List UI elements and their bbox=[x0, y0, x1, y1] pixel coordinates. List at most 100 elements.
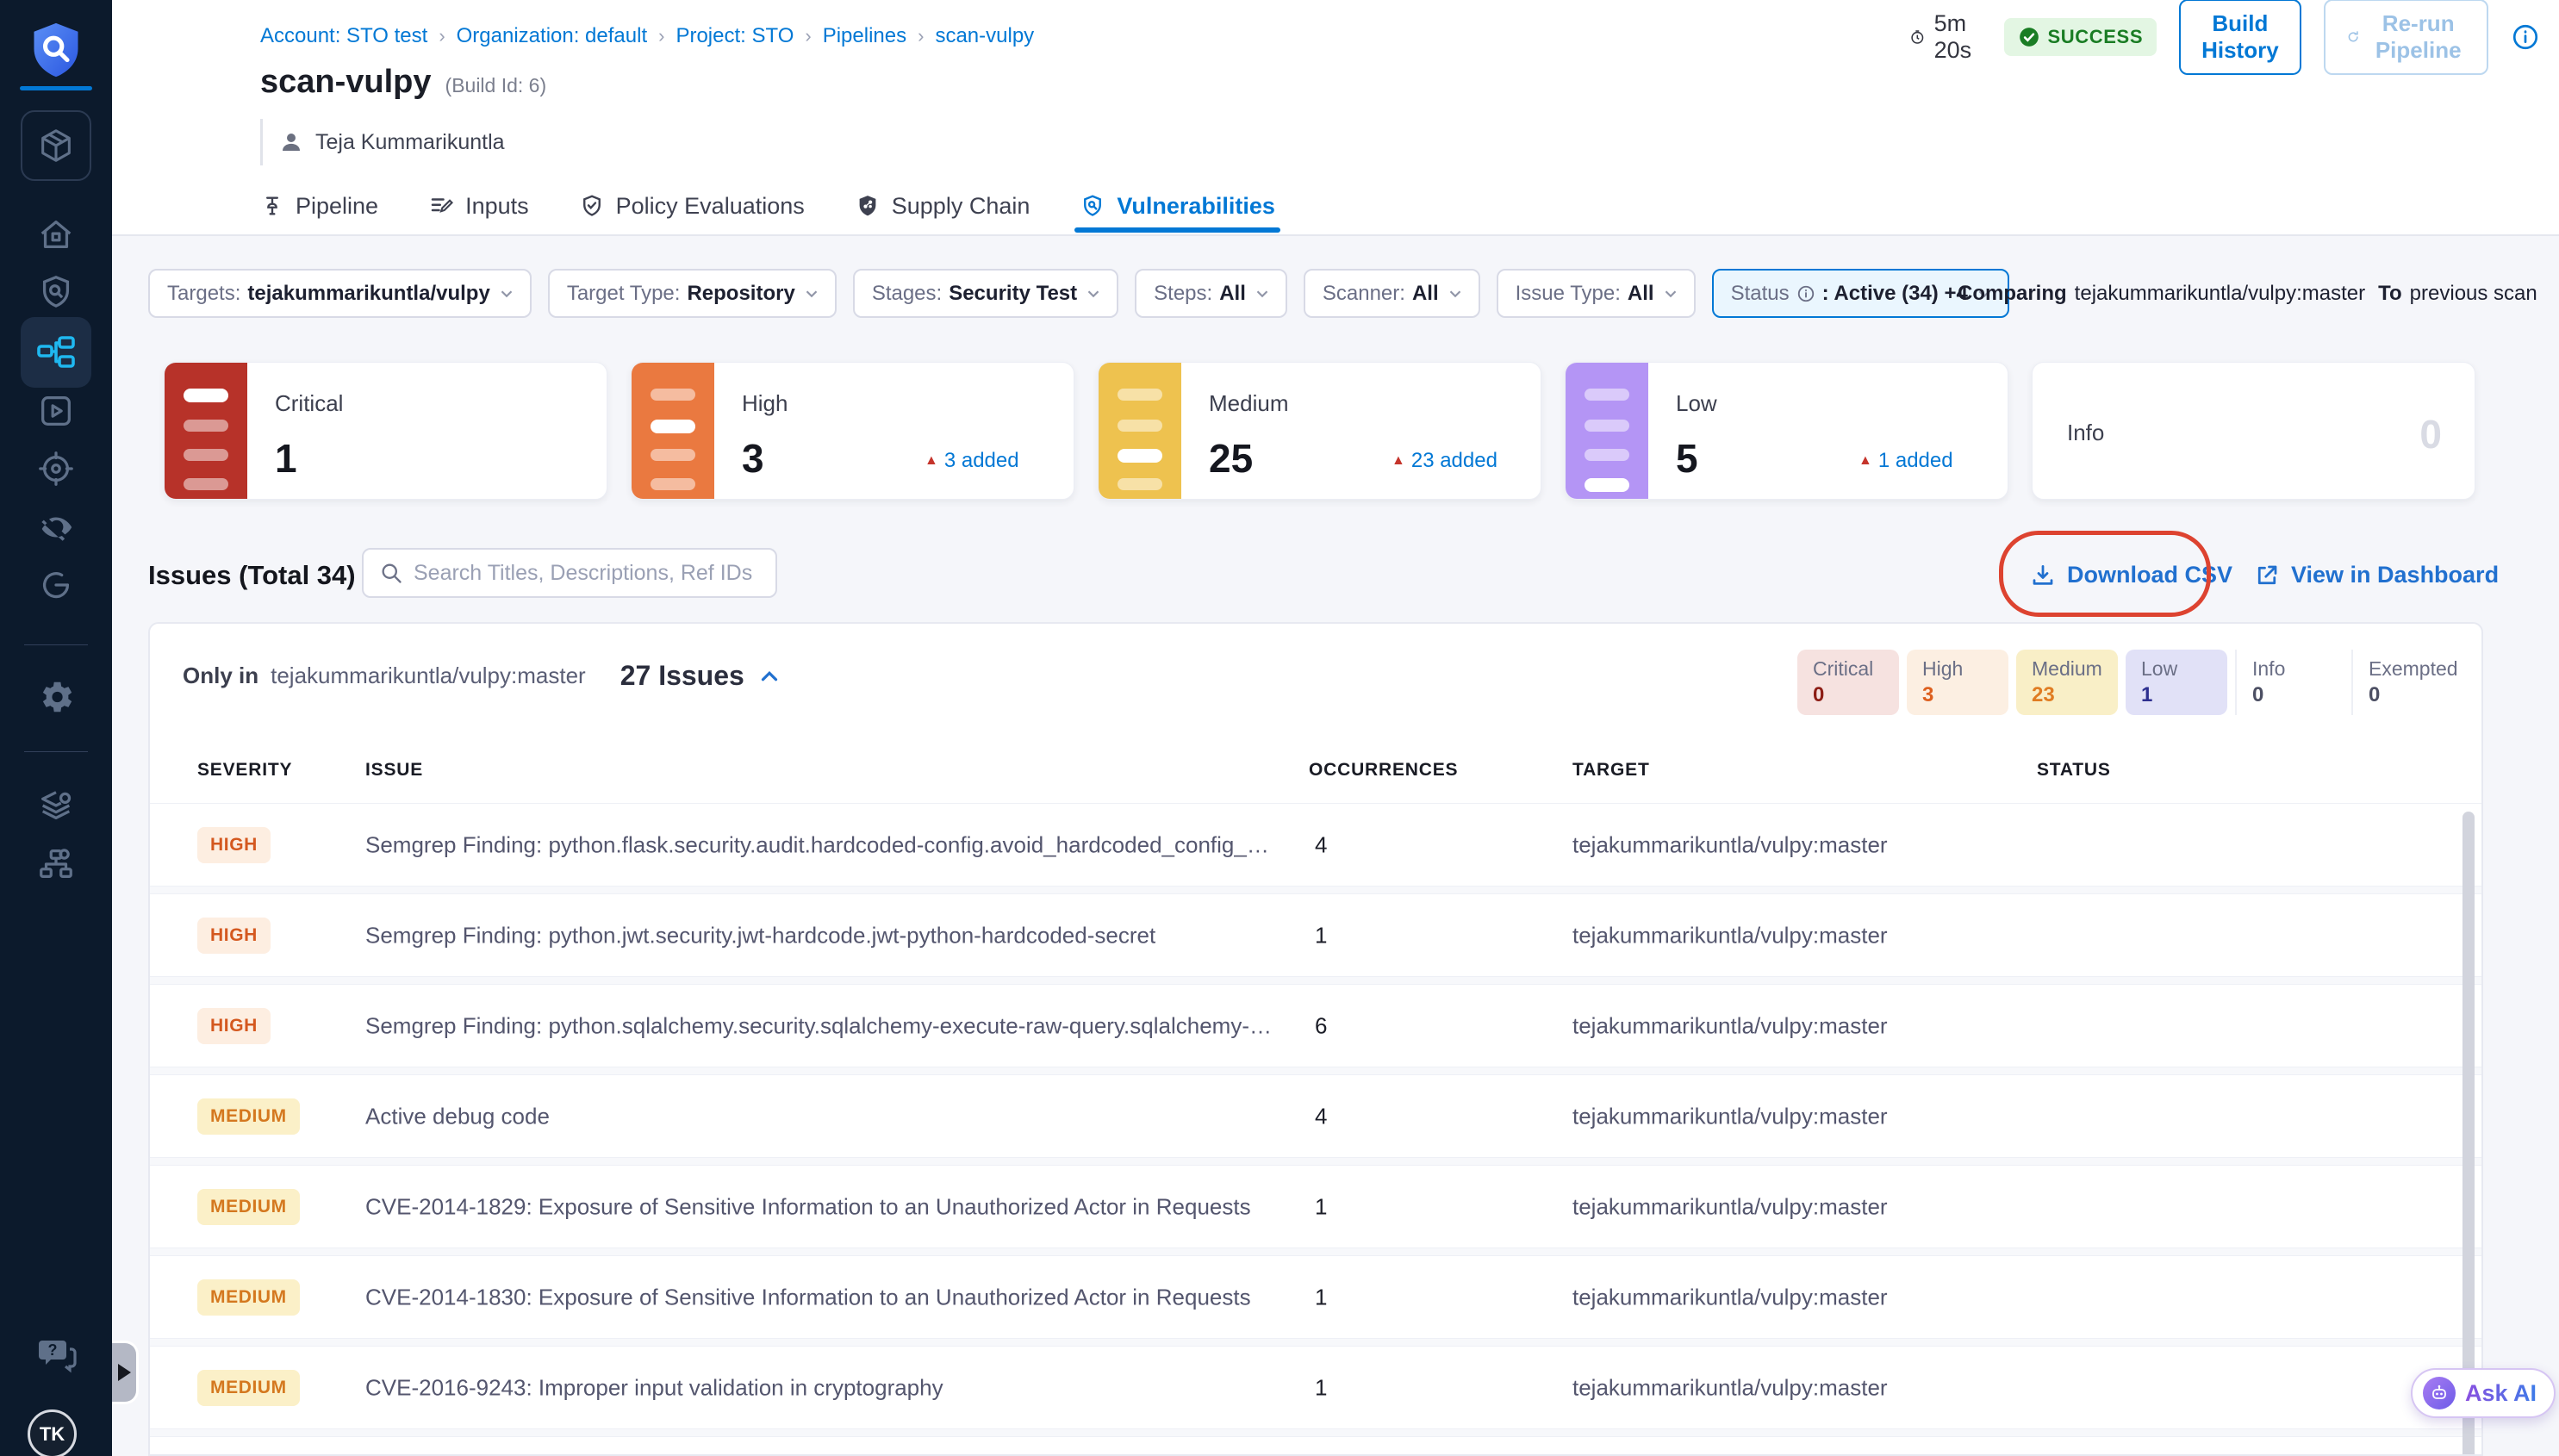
table-row[interactable]: HIGH Semgrep Finding: python.sqlalchemy.… bbox=[150, 984, 2481, 1067]
svg-text:?: ? bbox=[48, 1341, 58, 1359]
card-label: High bbox=[742, 390, 788, 417]
severity-badge: MEDIUM bbox=[197, 1098, 300, 1135]
severity-badge: HIGH bbox=[197, 1008, 271, 1044]
pipeline-tab-icon bbox=[260, 193, 284, 219]
sidebar-item-pipelines-active[interactable] bbox=[21, 317, 91, 388]
sidebar-item-exemptions[interactable] bbox=[36, 507, 76, 547]
build-history-button[interactable]: Build History bbox=[2179, 0, 2301, 75]
info-circle-icon bbox=[2511, 22, 2540, 52]
card-critical[interactable]: Critical 1 bbox=[164, 362, 607, 500]
breadcrumb-separator: › bbox=[439, 25, 445, 47]
network-settings-icon bbox=[36, 844, 76, 884]
check-circle-icon bbox=[2018, 26, 2040, 48]
tab-pipeline[interactable]: Pipeline bbox=[260, 193, 378, 220]
rerun-pipeline-button[interactable]: Re-run Pipeline bbox=[2324, 0, 2489, 75]
sidebar-item-executions[interactable] bbox=[36, 391, 76, 431]
table-scrollbar[interactable] bbox=[2462, 812, 2475, 1456]
sidebar-item-home[interactable] bbox=[36, 215, 76, 255]
issues-total-title: Issues (Total 34) bbox=[148, 560, 356, 591]
severity-badge: HIGH bbox=[197, 827, 271, 863]
occurrences: 1 bbox=[1315, 922, 1327, 949]
module-switcher-button[interactable] bbox=[21, 110, 91, 181]
card-info[interactable]: Info 0 bbox=[2032, 362, 2475, 500]
chevron-down-icon bbox=[1661, 284, 1680, 303]
filter-stages[interactable]: Stages:Security Test bbox=[853, 269, 1118, 318]
breadcrumb-account[interactable]: Account: STO test bbox=[260, 24, 427, 48]
home-icon bbox=[36, 215, 76, 255]
sidebar-expand-handle[interactable] bbox=[112, 1341, 139, 1404]
row-target: tejakummarikuntla/vulpy:master bbox=[1572, 1374, 1888, 1401]
filter-scanner[interactable]: Scanner:All bbox=[1304, 269, 1480, 318]
breadcrumb-pipelines[interactable]: Pipelines bbox=[823, 24, 906, 48]
chevron-down-icon bbox=[1446, 284, 1465, 303]
sidebar-item-help[interactable]: ? bbox=[35, 1334, 77, 1375]
card-count: 5 bbox=[1676, 435, 1698, 482]
issues-search[interactable] bbox=[362, 548, 777, 598]
user-name: Teja Kummarikuntla bbox=[315, 130, 505, 155]
table-row-partial[interactable]: MEDIUM CVE-2017-11424: PyJWT... 1 tejaku… bbox=[150, 1436, 2481, 1456]
sidebar-item-environments[interactable] bbox=[36, 786, 76, 825]
ask-ai-button[interactable]: Ask AI bbox=[2411, 1368, 2556, 1418]
execution-duration: 5m 20s bbox=[1909, 10, 1982, 64]
tab-vulnerabilities[interactable]: Vulnerabilities bbox=[1080, 193, 1275, 220]
sidebar-item-test-targets[interactable] bbox=[36, 272, 76, 312]
triangle-up-icon: ▲ bbox=[1392, 453, 1405, 469]
severity-chip-summary: Critical0 High3 Medium23 Low1 Info0 Exem… bbox=[1797, 650, 2474, 715]
severity-badge: MEDIUM bbox=[197, 1370, 300, 1406]
breadcrumb-project[interactable]: Project: STO bbox=[676, 24, 794, 48]
sidebar-item-delegates[interactable] bbox=[36, 844, 76, 884]
added-indicator: ▲3 added bbox=[925, 449, 1019, 473]
breadcrumb-current[interactable]: scan-vulpy bbox=[935, 24, 1034, 48]
filter-bar: Targets:tejakummarikuntla/vulpy Target T… bbox=[148, 269, 2009, 318]
eye-off-icon bbox=[36, 507, 76, 547]
header-actions: 5m 20s SUCCESS Build History Re-run Pipe… bbox=[1909, 14, 2559, 60]
table-row[interactable]: HIGH Semgrep Finding: python.jwt.securit… bbox=[150, 893, 2481, 977]
info-button[interactable] bbox=[2511, 22, 2540, 52]
sidebar-item-targets-baseline[interactable] bbox=[36, 449, 76, 488]
cube-icon bbox=[36, 126, 76, 165]
card-high[interactable]: High 3 ▲3 added bbox=[631, 362, 1074, 500]
issue-title: Semgrep Finding: python.sqlalchemy.secur… bbox=[365, 1012, 1279, 1039]
filter-targets[interactable]: Targets:tejakummarikuntla/vulpy bbox=[148, 269, 532, 318]
view-in-dashboard-button[interactable]: View in Dashboard bbox=[2254, 562, 2499, 588]
shield-nodes-icon bbox=[855, 193, 881, 219]
breadcrumb-separator: › bbox=[658, 25, 664, 47]
sidebar-item-settings[interactable] bbox=[36, 677, 76, 717]
avatar-initials: TK bbox=[40, 1423, 65, 1446]
row-target: tejakummarikuntla/vulpy:master bbox=[1572, 1284, 1888, 1310]
user-avatar[interactable]: TK bbox=[28, 1409, 77, 1456]
table-row[interactable]: MEDIUM CVE-2014-1830: Exposure of Sensit… bbox=[150, 1255, 2481, 1339]
sto-shield-logo-icon bbox=[27, 19, 85, 81]
breadcrumb-separator: › bbox=[805, 25, 811, 47]
issues-group-header[interactable]: Only in tejakummarikuntla/vulpy:master 2… bbox=[183, 660, 782, 692]
tab-supply-chain[interactable]: Supply Chain bbox=[855, 193, 1030, 220]
group-target: tejakummarikuntla/vulpy:master bbox=[271, 663, 586, 689]
card-low[interactable]: Low 5 ▲1 added bbox=[1565, 362, 2008, 500]
triangle-up-icon: ▲ bbox=[925, 453, 938, 469]
card-label: Low bbox=[1676, 390, 1717, 417]
triggered-by-user: Teja Kummarikuntla bbox=[260, 119, 505, 165]
chip-info: Info0 bbox=[2235, 650, 2344, 715]
col-status: STATUS bbox=[2037, 760, 2111, 781]
breadcrumb-org[interactable]: Organization: default bbox=[457, 24, 647, 48]
severity-gauge-icon bbox=[1566, 363, 1648, 499]
row-target: tejakummarikuntla/vulpy:master bbox=[1572, 922, 1888, 949]
tab-inputs[interactable]: Inputs bbox=[428, 193, 529, 220]
chevron-up-icon[interactable] bbox=[756, 663, 782, 689]
severity-badge: MEDIUM bbox=[197, 1189, 300, 1225]
table-row[interactable]: MEDIUM CVE-2016-9243: Improper input val… bbox=[150, 1346, 2481, 1429]
table-row[interactable]: MEDIUM Active debug code 4 tejakummariku… bbox=[150, 1074, 2481, 1158]
filter-target-type[interactable]: Target Type:Repository bbox=[548, 269, 837, 318]
tab-policy-evaluations[interactable]: Policy Evaluations bbox=[579, 193, 805, 220]
filter-issue-type[interactable]: Issue Type:All bbox=[1497, 269, 1696, 318]
shield-check-icon bbox=[579, 193, 605, 219]
power-icon bbox=[36, 565, 76, 605]
search-input[interactable] bbox=[414, 561, 760, 586]
download-csv-button[interactable]: Download CSV bbox=[2030, 562, 2232, 588]
issues-panel: Only in tejakummarikuntla/vulpy:master 2… bbox=[148, 622, 2483, 1456]
table-row[interactable]: MEDIUM CVE-2014-1829: Exposure of Sensit… bbox=[150, 1165, 2481, 1248]
filter-steps[interactable]: Steps:All bbox=[1135, 269, 1287, 318]
table-row[interactable]: HIGH Semgrep Finding: python.flask.secur… bbox=[150, 803, 2481, 887]
sidebar-item-get-started[interactable] bbox=[36, 565, 76, 605]
card-medium[interactable]: Medium 25 ▲23 added bbox=[1098, 362, 1541, 500]
